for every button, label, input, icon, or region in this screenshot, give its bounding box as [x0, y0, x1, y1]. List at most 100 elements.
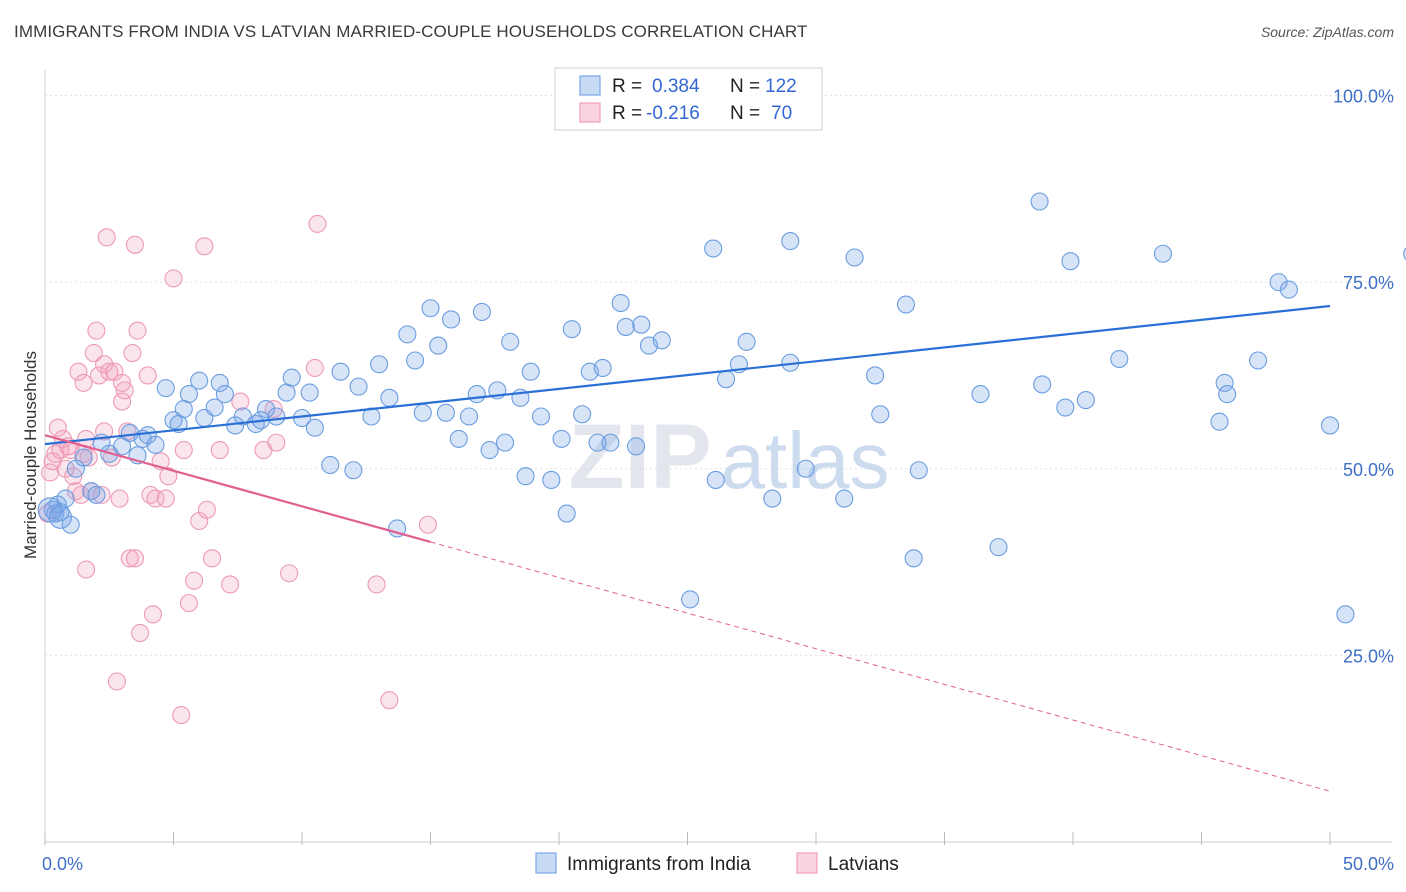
point-india — [796, 459, 815, 478]
point-latvians — [138, 366, 157, 385]
point-india — [344, 461, 363, 480]
point-india — [282, 368, 301, 387]
point-latvians — [146, 489, 165, 508]
point-latvians — [56, 459, 75, 478]
point-india — [205, 398, 224, 417]
x-tick-label: 50.0% — [1343, 854, 1394, 874]
point-india — [1076, 391, 1095, 410]
point-india — [406, 351, 425, 370]
point-latvians — [174, 441, 193, 460]
point-india — [704, 239, 723, 258]
point-india — [413, 403, 432, 422]
legend-r-label-latvians: R = — [612, 103, 642, 124]
point-latvians — [89, 366, 109, 385]
point-latvians — [164, 269, 183, 288]
point-india — [179, 385, 198, 404]
legend-swatch-india — [579, 75, 601, 96]
point-india — [601, 433, 620, 452]
point-india — [436, 403, 455, 422]
point-india — [562, 320, 581, 339]
point-latvians — [100, 362, 119, 381]
point-india — [398, 325, 417, 344]
point-india — [442, 310, 461, 329]
point-india — [1110, 349, 1129, 369]
y-tick-label: 100.0% — [1333, 87, 1394, 107]
point-latvians — [115, 381, 134, 400]
point-latvians — [185, 571, 204, 590]
point-india — [349, 377, 368, 396]
point-latvians — [305, 358, 324, 378]
point-latvians — [71, 485, 91, 504]
point-india — [632, 315, 651, 334]
point-latvians — [97, 228, 116, 247]
point-latvians — [48, 418, 67, 437]
legend-r-value-latvians: -0.216 — [646, 103, 700, 124]
point-india — [1215, 373, 1234, 392]
point-india — [904, 549, 923, 568]
trend-line-latvians-extension — [430, 541, 1331, 792]
point-latvians — [159, 467, 178, 486]
point-latvians — [308, 214, 327, 233]
legend-n-label-latvians: N = — [730, 103, 760, 124]
point-india — [845, 248, 864, 267]
legend: R = 0.384 N = 122 R = -0.216 N = 70 — [554, 67, 823, 131]
legend-n-value-latvians: 70 — [771, 103, 792, 124]
point-india — [1320, 416, 1340, 435]
point-latvians — [197, 500, 216, 519]
point-india — [716, 370, 736, 389]
point-india — [495, 433, 515, 452]
point-india — [215, 385, 234, 404]
point-india — [588, 433, 607, 452]
point-india — [1033, 375, 1052, 394]
point-latvians — [220, 575, 240, 594]
point-india — [421, 299, 440, 318]
point-india — [1030, 192, 1049, 211]
point-latvians — [87, 321, 106, 340]
legend-n-label-india: N = — [730, 76, 760, 97]
point-latvians — [210, 441, 229, 460]
point-india — [971, 385, 990, 404]
point-india — [305, 418, 324, 437]
point-india — [516, 467, 535, 486]
point-india — [737, 332, 756, 351]
y-tick-label: 50.0% — [1343, 460, 1394, 480]
trend-line-india — [44, 304, 1331, 446]
legend-r-label-india: R = — [612, 76, 642, 97]
tick-labels: 25.0% 50.0% 75.0% 100.0% 0.0% 50.0% — [42, 87, 1394, 875]
point-india — [61, 515, 80, 534]
point-india — [871, 405, 890, 424]
point-india — [593, 358, 612, 378]
point-latvians — [143, 605, 162, 624]
point-latvians — [92, 485, 111, 504]
point-latvians — [418, 515, 437, 534]
point-india — [1210, 412, 1229, 431]
point-india — [256, 399, 276, 419]
point-india — [1248, 351, 1268, 370]
point-india — [331, 362, 350, 381]
trend-line-latvians — [44, 434, 431, 543]
bottom-legend-swatch-latvians — [796, 852, 818, 874]
point-india — [267, 407, 286, 426]
point-india — [1056, 398, 1075, 417]
point-india — [429, 336, 448, 355]
point-latvians — [172, 706, 191, 725]
watermark: ZIP atlas — [568, 406, 889, 508]
legend-r-value-india: 0.384 — [652, 76, 700, 97]
point-latvians — [179, 594, 198, 613]
point-india — [449, 429, 468, 448]
point-latvians — [41, 463, 60, 482]
point-latvians — [69, 362, 88, 381]
point-india — [380, 388, 399, 407]
bottom-legend: Immigrants from India Latvians — [535, 852, 899, 875]
point-india — [611, 293, 630, 313]
point-india — [835, 489, 854, 508]
point-india — [1269, 273, 1288, 292]
point-latvians — [110, 489, 129, 508]
point-india — [459, 407, 479, 426]
point-latvians — [156, 489, 175, 508]
point-india — [781, 232, 800, 251]
point-latvians — [107, 672, 127, 691]
watermark-zip: ZIP — [568, 406, 711, 508]
point-india — [896, 295, 916, 314]
